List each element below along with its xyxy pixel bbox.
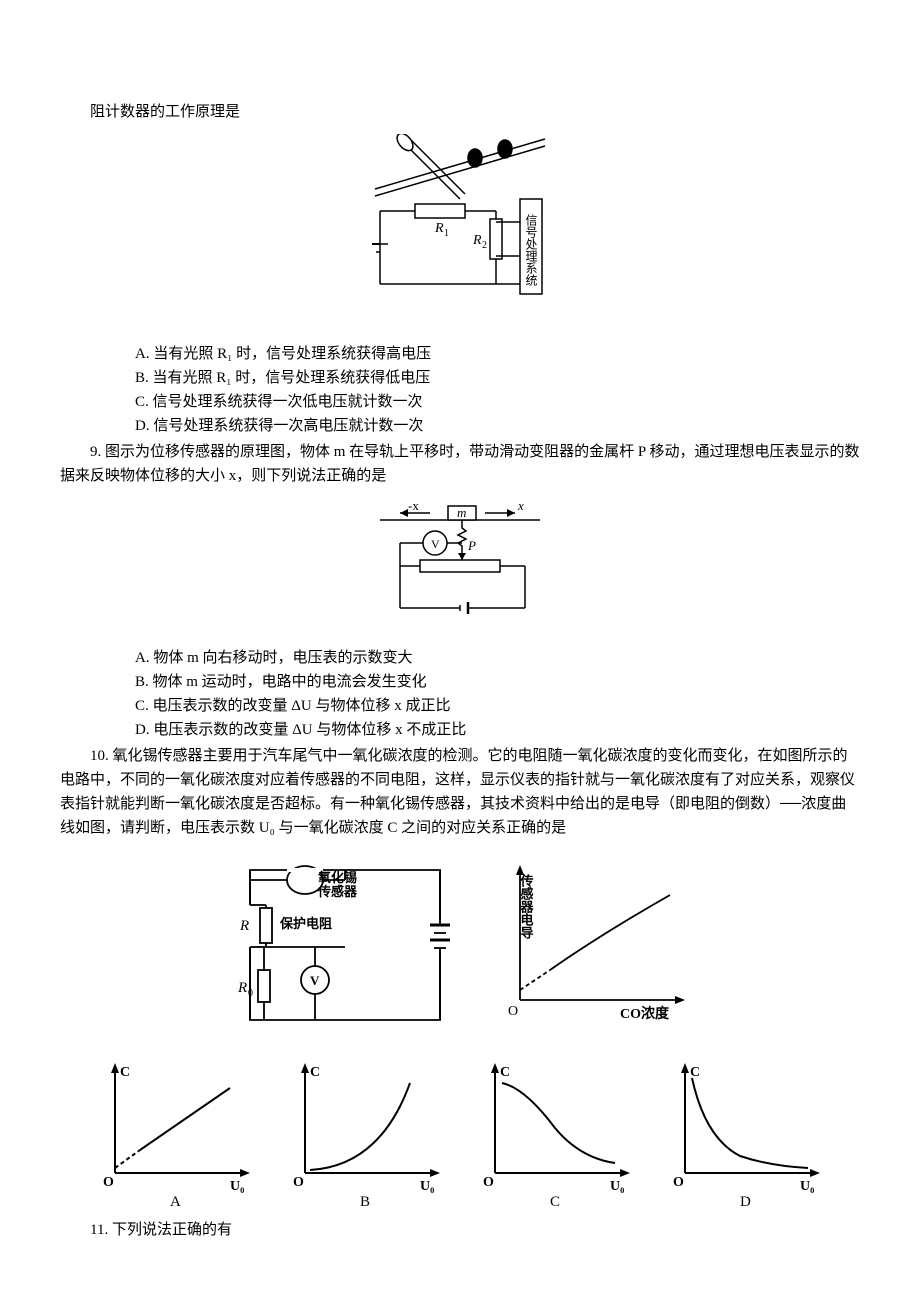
svg-text:U₀: U₀ — [800, 1179, 814, 1194]
r1-label: R — [434, 221, 444, 236]
r0-label: R — [237, 980, 247, 996]
v-meter-label: V — [310, 973, 320, 988]
q11-stem: 11. 下列说法正确的有 — [60, 1218, 860, 1242]
q8-header-fragment: 阻计数器的工作原理是 — [60, 100, 860, 124]
q8-option-a: A. 当有光照 R₁ 时，信号处理系统获得高电压 — [60, 342, 860, 366]
svg-text:O: O — [673, 1175, 684, 1190]
conduct-origin: O — [508, 1004, 518, 1019]
q9-stem: 9. 图示为位移传感器的原理图，物体 m 在导轨上平移时，带动滑动变阻器的金属杆… — [60, 440, 860, 488]
opt-c-label: C — [550, 1194, 560, 1208]
q10-graph-b: C O U₀ B — [280, 1058, 450, 1208]
signal-box-label: 信号处理系统 — [524, 214, 538, 286]
sensor-label-1: 氧化锡 — [317, 870, 357, 885]
svg-text:0: 0 — [248, 988, 253, 999]
v-label: V — [431, 537, 440, 551]
m-label: m — [457, 505, 466, 520]
sensor-label-2: 传感器 — [317, 884, 358, 899]
q8-option-b: B. 当有光照 R₁ 时，信号处理系统获得低电压 — [60, 366, 860, 390]
negx-label: -x — [408, 498, 419, 513]
svg-text:2: 2 — [482, 240, 487, 251]
svg-text:O: O — [483, 1175, 494, 1190]
q10-graph-a: C O U₀ A — [90, 1058, 260, 1208]
conduct-ylabel: 传感器电导 — [519, 873, 535, 940]
svg-text:C: C — [500, 1065, 510, 1080]
svg-text:C: C — [120, 1065, 130, 1080]
opt-d-label: D — [740, 1194, 751, 1208]
svg-text:U₀: U₀ — [420, 1179, 434, 1194]
opt-a-label: A — [170, 1194, 181, 1208]
q9-option-d: D. 电压表示数的改变量 ΔU 与物体位移 x 不成正比 — [60, 718, 860, 742]
q10-graph-c: C O U₀ C — [470, 1058, 640, 1208]
q10-option-graphs: C O U₀ A C O U₀ B C O U₀ C — [80, 1058, 840, 1208]
svg-text:C: C — [690, 1065, 700, 1080]
q10-stem: 10. 氧化锡传感器主要用于汽车尾气中一氧化碳浓度的检测。它的电阻随一氧化碳浓度… — [60, 744, 860, 840]
q8-option-c: C. 信号处理系统获得一次低电压就计数一次 — [60, 390, 860, 414]
p-label: P — [467, 538, 476, 553]
q10-graph-d: C O U₀ D — [660, 1058, 830, 1208]
q9-figure: -x m x V P — [60, 498, 860, 636]
opt-b-label: B — [360, 1194, 370, 1208]
svg-text:C: C — [310, 1065, 320, 1080]
svg-text:U₀: U₀ — [230, 1179, 244, 1194]
q10-figure-row: 氧化锡 传感器 保护电阻 R R 0 V 传感器电导 O CO浓度 — [60, 850, 860, 1048]
r-label: R — [239, 918, 249, 934]
posx-label: x — [517, 498, 524, 513]
conduct-xlabel: CO浓度 — [620, 1005, 670, 1022]
q9-option-a: A. 物体 m 向右移动时，电压表的示数变大 — [60, 646, 860, 670]
protect-label: 保护电阻 — [279, 916, 332, 931]
q9-option-b: B. 物体 m 运动时，电路中的电流会发生变化 — [60, 670, 860, 694]
q9-option-c: C. 电压表示数的改变量 ΔU 与物体位移 x 成正比 — [60, 694, 860, 718]
svg-text:U₀: U₀ — [610, 1179, 624, 1194]
svg-text:O: O — [293, 1175, 304, 1190]
svg-text:O: O — [103, 1175, 114, 1190]
q8-figure: R 1 R 2 信号处理系统 — [60, 134, 860, 332]
r2-label: R — [472, 233, 482, 248]
svg-text:1: 1 — [444, 228, 449, 239]
q8-option-d: D. 信号处理系统获得一次高电压就计数一次 — [60, 414, 860, 438]
